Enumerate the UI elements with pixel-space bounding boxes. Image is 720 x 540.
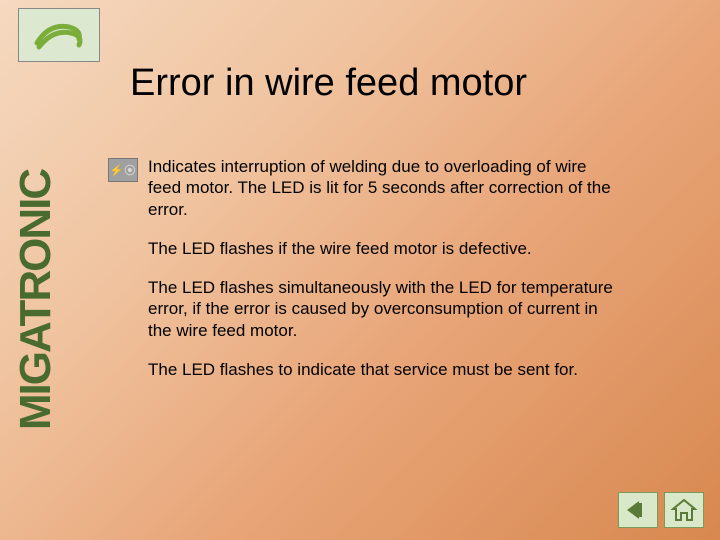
brand-swirl-icon [29, 15, 89, 55]
home-icon [671, 498, 697, 522]
nav-home-button[interactable] [664, 492, 704, 528]
brand-name-vertical: MIGATRONIC [8, 100, 64, 500]
page-title: Error in wire feed motor [130, 62, 527, 105]
nav-back-button[interactable] [618, 492, 658, 528]
nav-button-group [618, 492, 704, 528]
paragraph: The LED flashes simultaneously with the … [148, 277, 618, 341]
content-body: Indicates interruption of welding due to… [148, 156, 618, 398]
back-arrow-icon [625, 499, 651, 521]
paragraph: The LED flashes to indicate that service… [148, 359, 618, 380]
paragraph: The LED flashes if the wire feed motor i… [148, 238, 618, 259]
brand-logo-box [18, 8, 100, 62]
paragraph: Indicates interruption of welding due to… [148, 156, 618, 220]
spool-glyph: ⚡⦿ [110, 162, 137, 178]
error-indicator-icon: ⚡⦿ [108, 158, 138, 182]
brand-name-text: MIGATRONIC [11, 170, 61, 430]
